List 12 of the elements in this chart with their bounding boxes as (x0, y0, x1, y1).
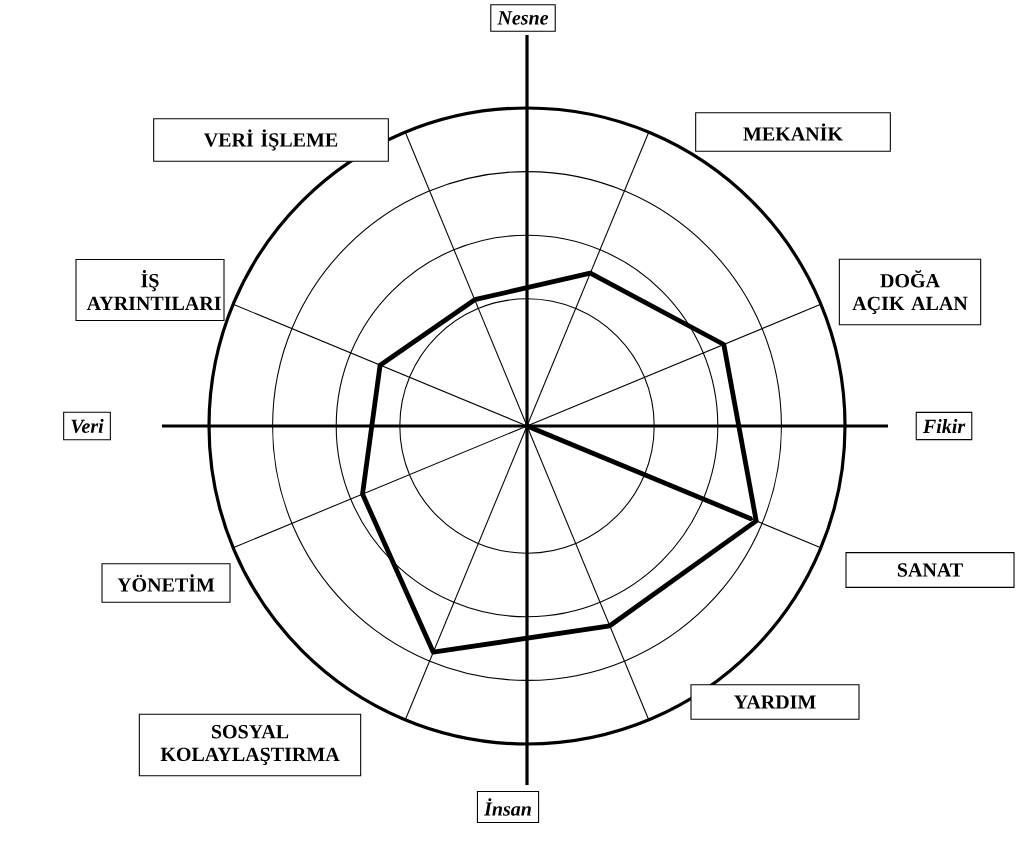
text: Veri (71, 418, 104, 434)
spoke-label: DOĞA AÇIK ALAN (852, 269, 968, 315)
text: Fikir (922, 419, 966, 433)
spoke-label: YARDIM (734, 695, 816, 709)
spoke-label: YÖNETİM (117, 574, 215, 592)
spoke-label: MEKANİK (743, 123, 843, 141)
text: Nesne (497, 11, 549, 25)
spoke-label: SANAT (897, 563, 963, 577)
text: İnsan (483, 798, 531, 816)
spoke-label: SOSYAL KOLAYLAŞTIRMA (160, 724, 340, 766)
spoke-label: İŞ AYRINTILARI (86, 270, 221, 310)
spoke-label: VERİ İŞLEME (203, 129, 338, 151)
